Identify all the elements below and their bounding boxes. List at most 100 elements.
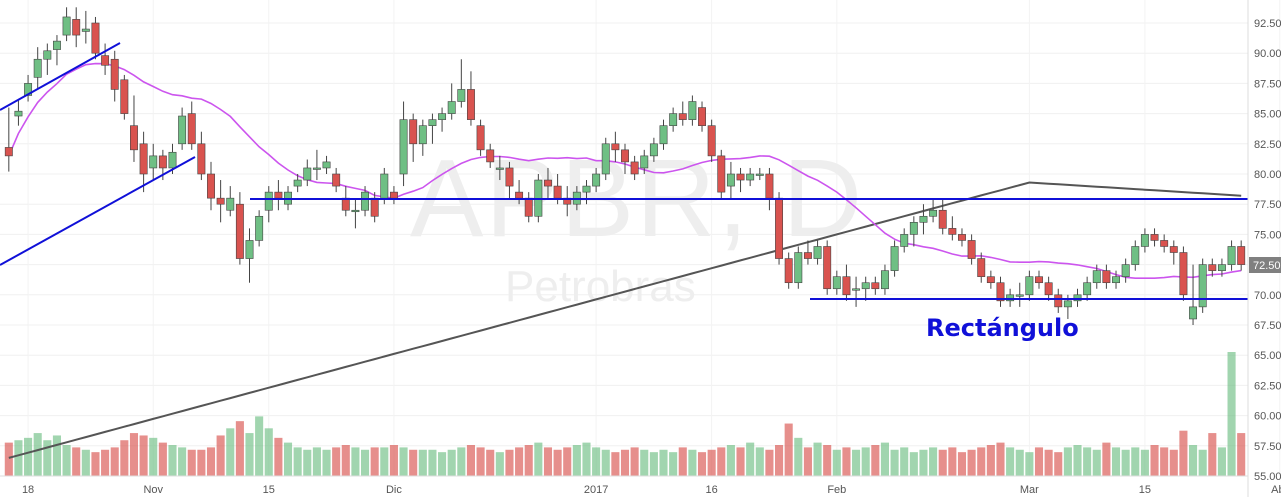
- candle[interactable]: [466, 71, 475, 126]
- candle[interactable]: [938, 198, 947, 235]
- candle[interactable]: [72, 7, 81, 48]
- candle[interactable]: [33, 47, 42, 90]
- candle[interactable]: [361, 186, 370, 217]
- candle[interactable]: [698, 101, 706, 132]
- candle[interactable]: [81, 10, 90, 44]
- candle[interactable]: [457, 59, 466, 108]
- candle[interactable]: [207, 161, 215, 211]
- candle[interactable]: [919, 204, 928, 235]
- candle[interactable]: [1189, 264, 1198, 325]
- candle[interactable]: [986, 270, 995, 289]
- candle[interactable]: [447, 83, 456, 120]
- candle[interactable]: [1073, 288, 1082, 307]
- candle[interactable]: [418, 119, 427, 156]
- candle[interactable]: [592, 167, 601, 193]
- candle[interactable]: [1121, 258, 1130, 283]
- candle[interactable]: [1237, 240, 1246, 271]
- candle[interactable]: [255, 210, 264, 247]
- candle[interactable]: [505, 161, 514, 199]
- candle[interactable]: [1092, 264, 1101, 289]
- candle[interactable]: [1179, 246, 1188, 301]
- candle[interactable]: [1035, 270, 1043, 289]
- candle[interactable]: [880, 264, 889, 295]
- candle[interactable]: [1112, 270, 1120, 289]
- candle[interactable]: [601, 137, 610, 181]
- candle[interactable]: [1150, 228, 1159, 247]
- candle[interactable]: [1025, 270, 1034, 301]
- candle[interactable]: [1044, 276, 1053, 301]
- candle[interactable]: [1015, 282, 1024, 307]
- candle[interactable]: [707, 119, 716, 162]
- candle[interactable]: [861, 276, 870, 301]
- candle[interactable]: [1102, 264, 1111, 289]
- candle[interactable]: [216, 180, 225, 223]
- candle[interactable]: [688, 95, 697, 126]
- candle[interactable]: [1169, 240, 1178, 265]
- candle[interactable]: [977, 252, 986, 283]
- candle[interactable]: [755, 167, 764, 181]
- candle[interactable]: [264, 186, 273, 223]
- candle[interactable]: [293, 174, 302, 193]
- candle[interactable]: [967, 234, 976, 265]
- candle[interactable]: [929, 198, 938, 223]
- candle[interactable]: [611, 131, 620, 162]
- candle[interactable]: [110, 50, 119, 102]
- candle[interactable]: [428, 113, 437, 144]
- candle[interactable]: [1054, 288, 1063, 313]
- candle[interactable]: [717, 149, 726, 199]
- candle[interactable]: [736, 167, 745, 193]
- candle[interactable]: [803, 240, 812, 265]
- candle[interactable]: [832, 270, 841, 295]
- candle[interactable]: [476, 119, 485, 156]
- candle[interactable]: [197, 131, 206, 181]
- candle[interactable]: [1131, 240, 1140, 271]
- candle[interactable]: [4, 107, 13, 172]
- candle[interactable]: [794, 246, 803, 289]
- candle[interactable]: [52, 35, 61, 66]
- candle[interactable]: [91, 16, 100, 60]
- candle[interactable]: [351, 198, 360, 229]
- candle[interactable]: [332, 167, 341, 193]
- candle[interactable]: [399, 101, 408, 187]
- candle[interactable]: [486, 143, 495, 168]
- candle[interactable]: [659, 119, 668, 150]
- candle[interactable]: [312, 149, 321, 181]
- candle[interactable]: [226, 186, 235, 217]
- candle[interactable]: [1160, 234, 1169, 253]
- candle[interactable]: [630, 155, 639, 181]
- candle[interactable]: [890, 240, 899, 277]
- candle[interactable]: [101, 43, 110, 75]
- candle[interactable]: [235, 192, 244, 265]
- candle[interactable]: [958, 228, 966, 247]
- candle[interactable]: [187, 101, 196, 150]
- candle[interactable]: [1227, 240, 1236, 271]
- candle[interactable]: [900, 228, 909, 253]
- candle[interactable]: [678, 101, 687, 126]
- candle[interactable]: [303, 159, 312, 187]
- candle[interactable]: [409, 113, 418, 162]
- candle[interactable]: [14, 99, 23, 126]
- candle[interactable]: [495, 155, 504, 181]
- candle[interactable]: [948, 216, 957, 241]
- candle[interactable]: [649, 137, 658, 162]
- candle[interactable]: [62, 7, 71, 42]
- candle[interactable]: [871, 276, 880, 295]
- candle[interactable]: [621, 143, 629, 174]
- candle[interactable]: [1083, 276, 1092, 301]
- candle[interactable]: [1198, 258, 1207, 313]
- candle[interactable]: [43, 43, 52, 75]
- candle[interactable]: [139, 131, 148, 193]
- candle[interactable]: [1217, 258, 1226, 277]
- candle[interactable]: [852, 276, 861, 307]
- candle[interactable]: [24, 74, 33, 102]
- candle[interactable]: [120, 74, 129, 120]
- candle[interactable]: [640, 149, 649, 174]
- candle[interactable]: [784, 252, 793, 289]
- candle[interactable]: [909, 216, 918, 247]
- candle[interactable]: [823, 240, 832, 295]
- candle[interactable]: [130, 95, 138, 162]
- candle[interactable]: [1140, 228, 1149, 253]
- candle[interactable]: [544, 167, 552, 199]
- candle[interactable]: [1208, 258, 1217, 277]
